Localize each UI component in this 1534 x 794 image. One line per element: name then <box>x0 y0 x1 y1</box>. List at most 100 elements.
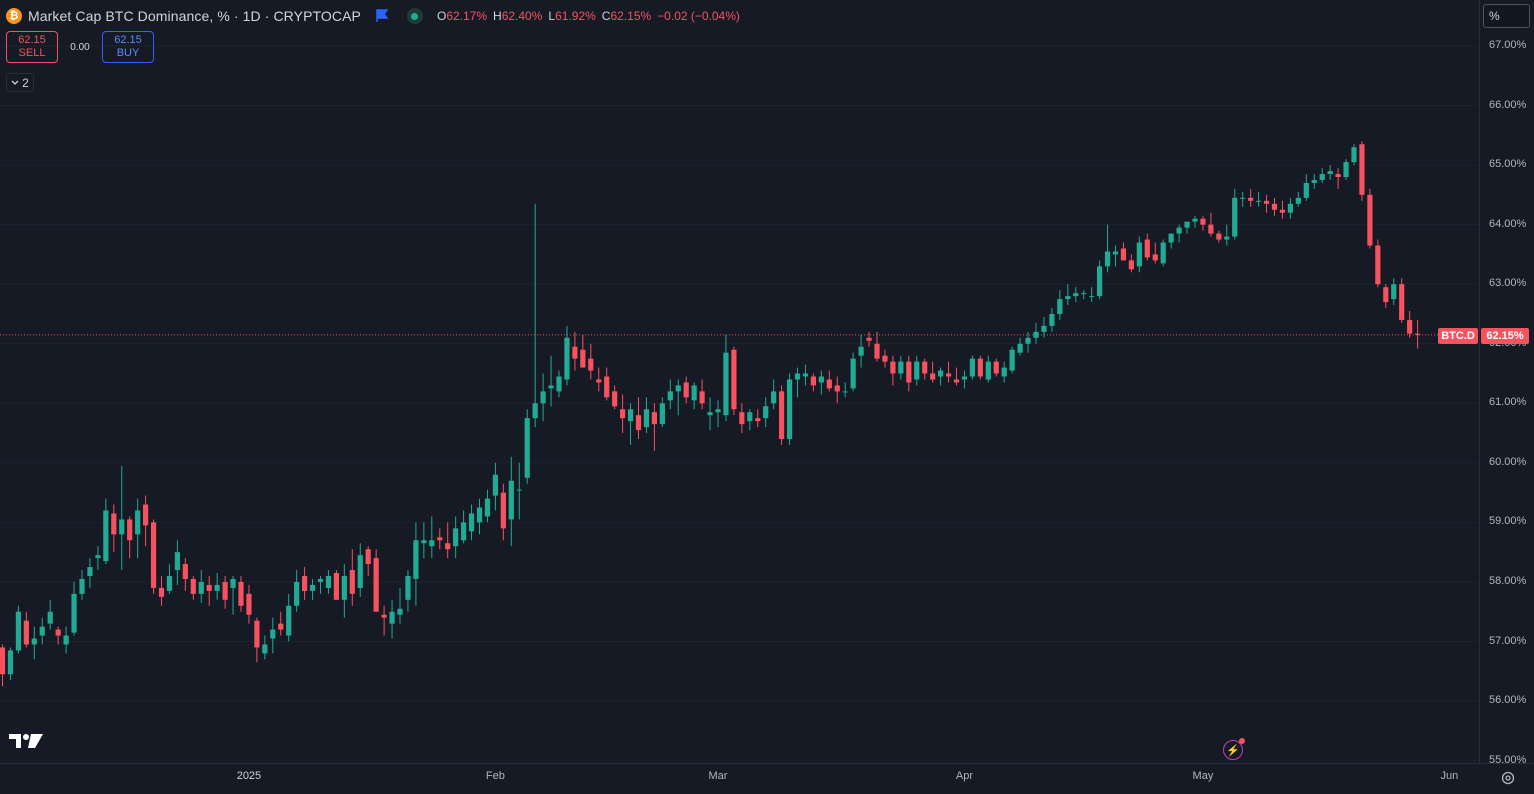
candle <box>135 498 141 559</box>
candle <box>723 334 729 422</box>
candle-body <box>1192 218 1198 222</box>
lightning-icon[interactable]: ⚡ <box>1223 738 1245 760</box>
candle <box>508 456 514 547</box>
candle-body <box>1383 287 1389 303</box>
candle <box>1343 159 1349 180</box>
candle-body <box>468 513 475 532</box>
candle <box>802 364 809 386</box>
buy-button[interactable]: 62.15 BUY <box>102 31 154 63</box>
candle-body <box>87 567 93 576</box>
candle-body <box>938 370 944 377</box>
candle <box>349 549 355 606</box>
candle-body <box>365 549 371 565</box>
candle <box>23 611 29 648</box>
candle <box>993 358 999 377</box>
candle <box>914 355 920 386</box>
candle-body <box>1327 171 1333 175</box>
candle-body <box>317 578 324 582</box>
candle <box>667 379 673 410</box>
candle-body <box>55 629 61 636</box>
chevron-down-icon <box>11 80 19 85</box>
candle-body <box>620 409 626 419</box>
candle <box>1009 346 1015 374</box>
candle-body <box>103 510 109 562</box>
candle <box>1025 331 1031 353</box>
tradingview-logo-icon[interactable] <box>9 732 43 750</box>
market-open-icon[interactable] <box>406 8 423 24</box>
time-axis[interactable] <box>0 763 1534 794</box>
candle <box>1073 287 1079 303</box>
candle <box>325 570 332 594</box>
candle-body <box>461 522 467 541</box>
candle <box>588 343 594 380</box>
spread-value: 0.00 <box>70 41 90 53</box>
candle <box>771 379 777 410</box>
candle-body <box>914 361 920 380</box>
candle <box>429 516 435 559</box>
candle <box>1176 224 1182 243</box>
candle-body <box>1049 313 1055 326</box>
candle-body <box>95 555 101 559</box>
buy-label: BUY <box>116 47 140 59</box>
price-tick-label: 60.00% <box>1489 455 1527 468</box>
candle-body <box>540 391 546 404</box>
candle <box>39 617 45 645</box>
candle <box>87 558 93 588</box>
flag-icon[interactable] <box>375 9 389 23</box>
candle <box>1407 310 1413 338</box>
candle <box>103 498 109 565</box>
candle <box>262 635 268 660</box>
candle <box>890 355 896 386</box>
candle <box>111 504 117 553</box>
candle <box>190 575 196 600</box>
candle <box>1256 191 1262 207</box>
bitcoin-icon[interactable]: ₿ <box>6 8 22 24</box>
time-tick-label: May <box>1192 770 1214 782</box>
candle <box>635 397 642 440</box>
candle <box>278 611 284 636</box>
candle-body <box>325 575 332 588</box>
price-axis[interactable] <box>1479 0 1534 763</box>
scale-mode-input[interactable]: % <box>1483 4 1530 28</box>
candle-body <box>651 412 657 425</box>
candle <box>1287 197 1293 219</box>
price-tick-label: 67.00% <box>1489 39 1527 51</box>
candle-body <box>1263 200 1270 204</box>
candle-body <box>556 376 562 392</box>
candle <box>71 581 77 636</box>
candle-body <box>7 650 14 675</box>
candle <box>31 626 37 660</box>
candle-body <box>667 391 673 401</box>
candle <box>834 376 840 404</box>
candle-body <box>1319 174 1325 180</box>
settings-icon[interactable] <box>1500 770 1516 786</box>
candle <box>818 370 824 395</box>
candle-body <box>286 605 292 636</box>
sell-button[interactable]: 62.15 SELL <box>6 31 58 63</box>
candle <box>842 382 848 398</box>
candle-body <box>341 575 347 600</box>
candle-body <box>818 376 824 383</box>
candle <box>1184 221 1190 234</box>
candle-body <box>842 391 848 393</box>
indicators-collapse-button[interactable]: 2 <box>6 73 34 92</box>
candle-body <box>985 361 991 380</box>
candle <box>1248 188 1254 207</box>
ohlc-close-value: 62.15% <box>610 9 652 23</box>
candle-body <box>1128 260 1134 270</box>
candle-body <box>1017 343 1023 353</box>
candle <box>763 397 769 428</box>
last-price-label: 62.15% <box>1481 328 1529 344</box>
symbol-title[interactable]: Market Cap BTC Dominance, % · 1D · CRYPT… <box>28 8 361 24</box>
candle <box>1271 197 1278 216</box>
candle-body <box>1208 224 1214 234</box>
candle-body <box>119 519 125 535</box>
candle-body <box>1248 197 1254 201</box>
candle <box>182 558 188 591</box>
candle <box>540 373 546 422</box>
candle-body <box>421 540 427 544</box>
candle-body <box>627 409 634 422</box>
candle-body <box>270 629 276 639</box>
price-tick-label: 66.00% <box>1489 98 1527 111</box>
